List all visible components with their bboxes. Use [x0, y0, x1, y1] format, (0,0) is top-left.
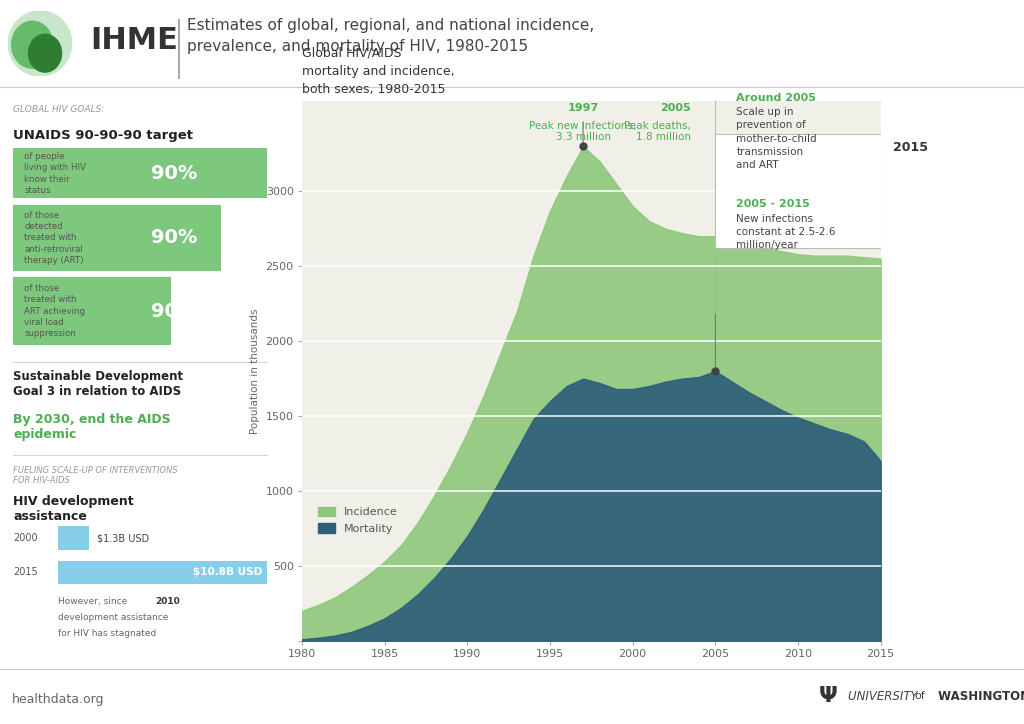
- Text: Sustainable Development
Goal 3 in relation to AIDS: Sustainable Development Goal 3 in relati…: [13, 370, 183, 398]
- Text: of new
infections were
in sub-Saharan
Africa: of new infections were in sub-Saharan Af…: [902, 163, 982, 211]
- Text: However, since: However, since: [58, 597, 130, 607]
- Bar: [13, 277, 171, 345]
- Text: 2005 - 2015: 2005 - 2015: [736, 199, 810, 209]
- Bar: [716, 135, 881, 248]
- Ellipse shape: [8, 11, 72, 76]
- Text: Peak new infections,
3.3 million: Peak new infections, 3.3 million: [529, 121, 637, 143]
- Bar: [13, 148, 267, 198]
- Text: of those
detected
treated with
anti-retroviral
therapy (ART): of those detected treated with anti-retr…: [24, 211, 84, 265]
- Text: 2015: 2015: [13, 568, 38, 578]
- Text: healthdata.org: healthdata.org: [12, 693, 104, 706]
- Text: 1.2 million: 1.2 million: [902, 602, 972, 615]
- Bar: [221, 206, 267, 271]
- Text: Scale up in
prevention of
mother-to-child
transmission
and ART: Scale up in prevention of mother-to-chil…: [736, 107, 817, 170]
- Text: 2005: 2005: [659, 104, 690, 114]
- Text: 2015: 2015: [893, 141, 928, 154]
- Text: HIV development
assistance: HIV development assistance: [13, 495, 134, 523]
- Text: By 2030, end the AIDS
epidemic: By 2030, end the AIDS epidemic: [13, 413, 171, 441]
- Text: 75%: 75%: [902, 149, 931, 162]
- Text: $1.3B USD: $1.3B USD: [96, 534, 148, 543]
- Bar: [13, 148, 267, 198]
- Bar: [58, 560, 267, 584]
- Legend: Incidence, Mortality: Incidence, Mortality: [313, 502, 401, 538]
- Ellipse shape: [29, 34, 61, 72]
- Text: of those
treated with
ART achieving
viral load
suppression: of those treated with ART achieving vira…: [24, 285, 85, 337]
- Bar: [13, 206, 267, 271]
- Text: showed
increasing new
infections of
HIV from 2005
to 2015: showed increasing new infections of HIV …: [902, 274, 981, 336]
- Text: deaths: deaths: [902, 613, 938, 623]
- Text: 90%: 90%: [152, 229, 198, 248]
- Ellipse shape: [11, 21, 53, 68]
- Text: 74 countries: 74 countries: [902, 245, 985, 258]
- Text: UNAIDS 90-90-90 target: UNAIDS 90-90-90 target: [13, 129, 194, 142]
- Text: IHME: IHME: [90, 26, 178, 55]
- Text: New infections
constant at 2.5-2.6
million/year: New infections constant at 2.5-2.6 milli…: [736, 214, 836, 250]
- Text: 90%: 90%: [152, 301, 198, 321]
- Text: of: of: [914, 691, 925, 702]
- Text: Peak deaths,
1.8 million: Peak deaths, 1.8 million: [624, 121, 690, 143]
- Text: 90%: 90%: [152, 164, 198, 183]
- Text: Around 2005: Around 2005: [736, 93, 816, 103]
- Text: of people
living with HIV
know their
status: of people living with HIV know their sta…: [24, 152, 86, 195]
- Text: for HIV has stagnated: for HIV has stagnated: [58, 629, 157, 639]
- Text: development assistance: development assistance: [58, 613, 169, 623]
- Text: 2010: 2010: [155, 597, 179, 607]
- Text: WASHINGTON: WASHINGTON: [934, 690, 1024, 703]
- Bar: [171, 277, 267, 345]
- Text: UNIVERSITY: UNIVERSITY: [848, 690, 925, 703]
- Text: Ψ: Ψ: [819, 686, 838, 707]
- Text: 1997: 1997: [567, 104, 599, 114]
- Text: $10.8B USD: $10.8B USD: [193, 568, 262, 578]
- Bar: [58, 526, 89, 550]
- Bar: [13, 277, 267, 345]
- Text: FUELING SCALE-UP OF INTERVENTIONS
FOR HIV-AIDS: FUELING SCALE-UP OF INTERVENTIONS FOR HI…: [13, 466, 178, 485]
- Text: GLOBAL HIV GOALS:: GLOBAL HIV GOALS:: [13, 105, 104, 114]
- Y-axis label: Population in thousands: Population in thousands: [250, 308, 260, 434]
- Text: Estimates of global, regional, and national incidence,
prevalence, and mortality: Estimates of global, regional, and natio…: [187, 18, 595, 54]
- Bar: [13, 206, 221, 271]
- Text: 2000: 2000: [13, 534, 38, 543]
- Text: Global HIV/AIDS
mortality and incidence,
both sexes, 1980-2015: Global HIV/AIDS mortality and incidence,…: [302, 46, 455, 96]
